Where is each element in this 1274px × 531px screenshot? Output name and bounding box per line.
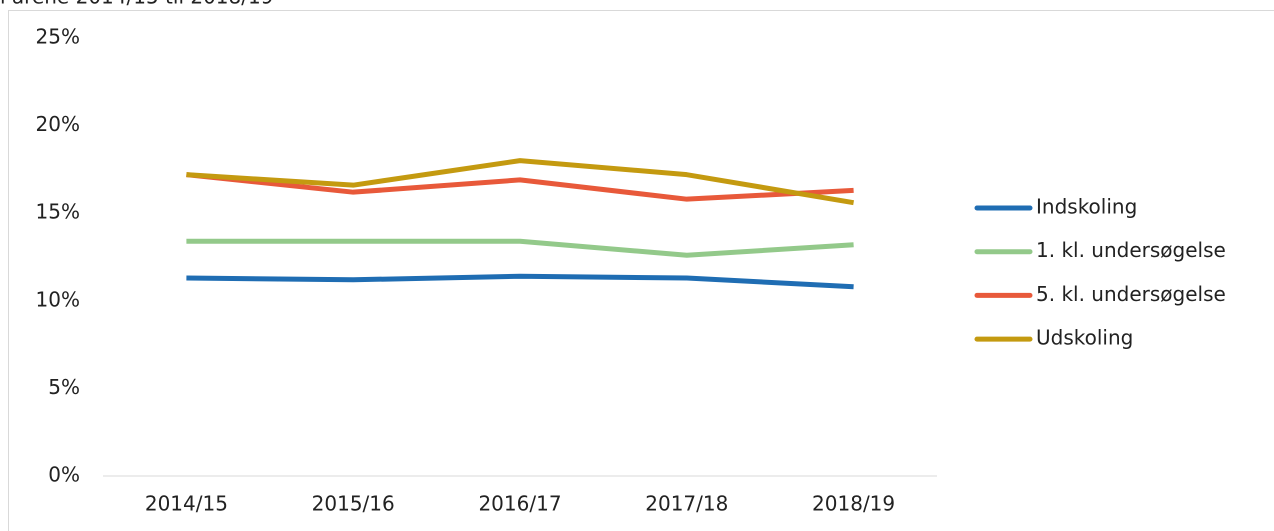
- series-line: [186, 158, 855, 206]
- y-tick-label: 15%: [36, 200, 80, 224]
- legend-label: Udskoling: [1036, 326, 1133, 350]
- chart-frame: [8, 10, 1274, 531]
- x-tick-label: 2017/18: [645, 492, 728, 516]
- legend-label: 5. kl. undersøgelse: [1036, 282, 1226, 306]
- series-line: [186, 172, 854, 202]
- series-line: [186, 273, 854, 290]
- x-tick-label: 2016/17: [478, 492, 561, 516]
- y-tick-label: 10%: [36, 287, 80, 311]
- x-tick-label: 2018/19: [812, 492, 895, 516]
- chart-subtitle: i årene 2014/15 til 2018/19: [0, 0, 273, 9]
- x-tick-label: 2014/15: [145, 492, 228, 516]
- series-line: [186, 238, 854, 258]
- legend-label: 1. kl. undersøgelse: [1036, 238, 1226, 262]
- x-tick-label: 2015/16: [312, 492, 395, 516]
- y-tick-label: 5%: [48, 375, 80, 399]
- legend-label: Indskoling: [1036, 195, 1137, 219]
- y-tick-label: 0%: [48, 463, 80, 487]
- y-tick-label: 25%: [36, 25, 80, 49]
- y-tick-label: 20%: [36, 112, 80, 136]
